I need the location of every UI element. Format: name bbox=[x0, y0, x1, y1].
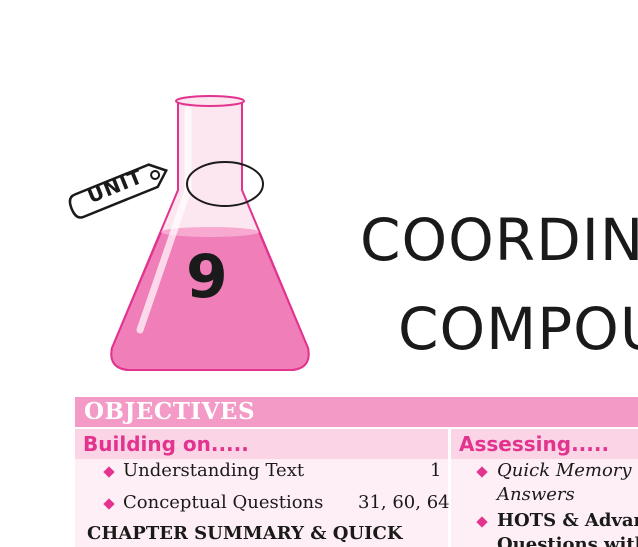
chapter-title-line2: COMPOUNDS bbox=[398, 295, 638, 363]
building-on-heading: Building on..... bbox=[75, 429, 448, 459]
assessing-heading: Assessing..... bbox=[451, 429, 638, 459]
objective-item-page: 31, 60, 64 bbox=[358, 492, 450, 513]
flask-icon bbox=[68, 95, 310, 371]
diamond-bullet-icon bbox=[103, 466, 115, 478]
diamond-bullet-icon bbox=[476, 466, 488, 478]
diamond-bullet-icon bbox=[103, 498, 115, 510]
objective-item-label[interactable]: Quick Memory Test with bbox=[497, 460, 638, 481]
chapter-summary-heading[interactable]: CHAPTER SUMMARY & QUICK bbox=[87, 523, 403, 544]
objective-item-label[interactable]: Conceptual Questions bbox=[123, 492, 324, 513]
building-on-list: Understanding Text 1 Conceptual Question… bbox=[75, 459, 450, 547]
unit-number: 9 bbox=[186, 242, 228, 312]
objective-item-label[interactable]: HOTS & Advanced Level bbox=[497, 510, 638, 531]
diamond-bullet-icon bbox=[476, 516, 488, 528]
chapter-title-line1: COORDINATION bbox=[360, 206, 638, 274]
assessing-list: Quick Memory Test with Answers HOTS & Ad… bbox=[451, 459, 638, 547]
objectives-heading: OBJECTIVES bbox=[75, 397, 638, 427]
objective-item-label[interactable]: Understanding Text bbox=[123, 460, 305, 481]
tag-icon bbox=[68, 163, 168, 219]
objective-item-label-cont: Questions with Answers bbox=[497, 534, 638, 547]
objective-item-label-cont: Answers bbox=[497, 484, 575, 505]
unit-flask-illustration: UNIT 9 bbox=[60, 90, 330, 380]
objective-item-page: 1 bbox=[430, 460, 442, 481]
